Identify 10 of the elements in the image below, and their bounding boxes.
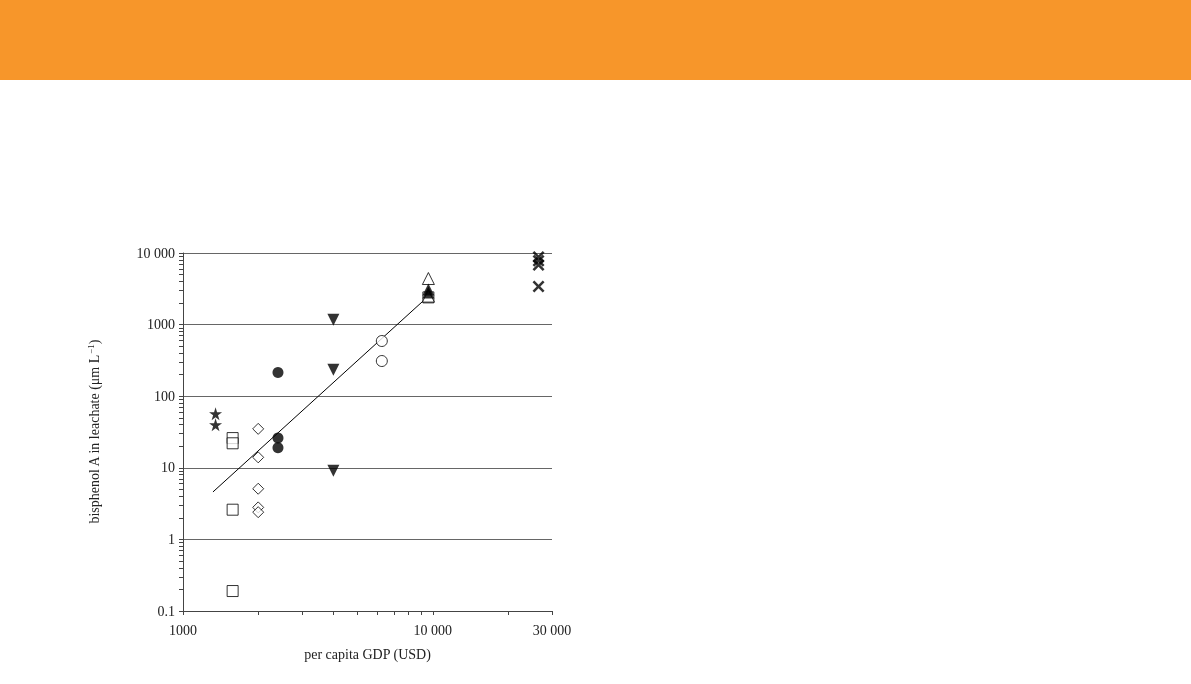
y-tick-label: 1000 [147, 317, 175, 333]
y-tick-label: 10 000 [136, 245, 175, 261]
y-tick-label: 100 [154, 388, 175, 404]
y-tick-label: 0.1 [157, 603, 175, 619]
x-axis-title: per capita GDP (USD) [304, 646, 432, 663]
y-axis-title: bisphenol A in leachate (μm L−1) [85, 339, 103, 524]
y-tick-label: 1 [168, 531, 175, 547]
x-tick-label: 10 000 [413, 622, 453, 638]
x-tick-label: 30 000 [532, 622, 572, 638]
y-tick-label: 10 [161, 460, 175, 476]
